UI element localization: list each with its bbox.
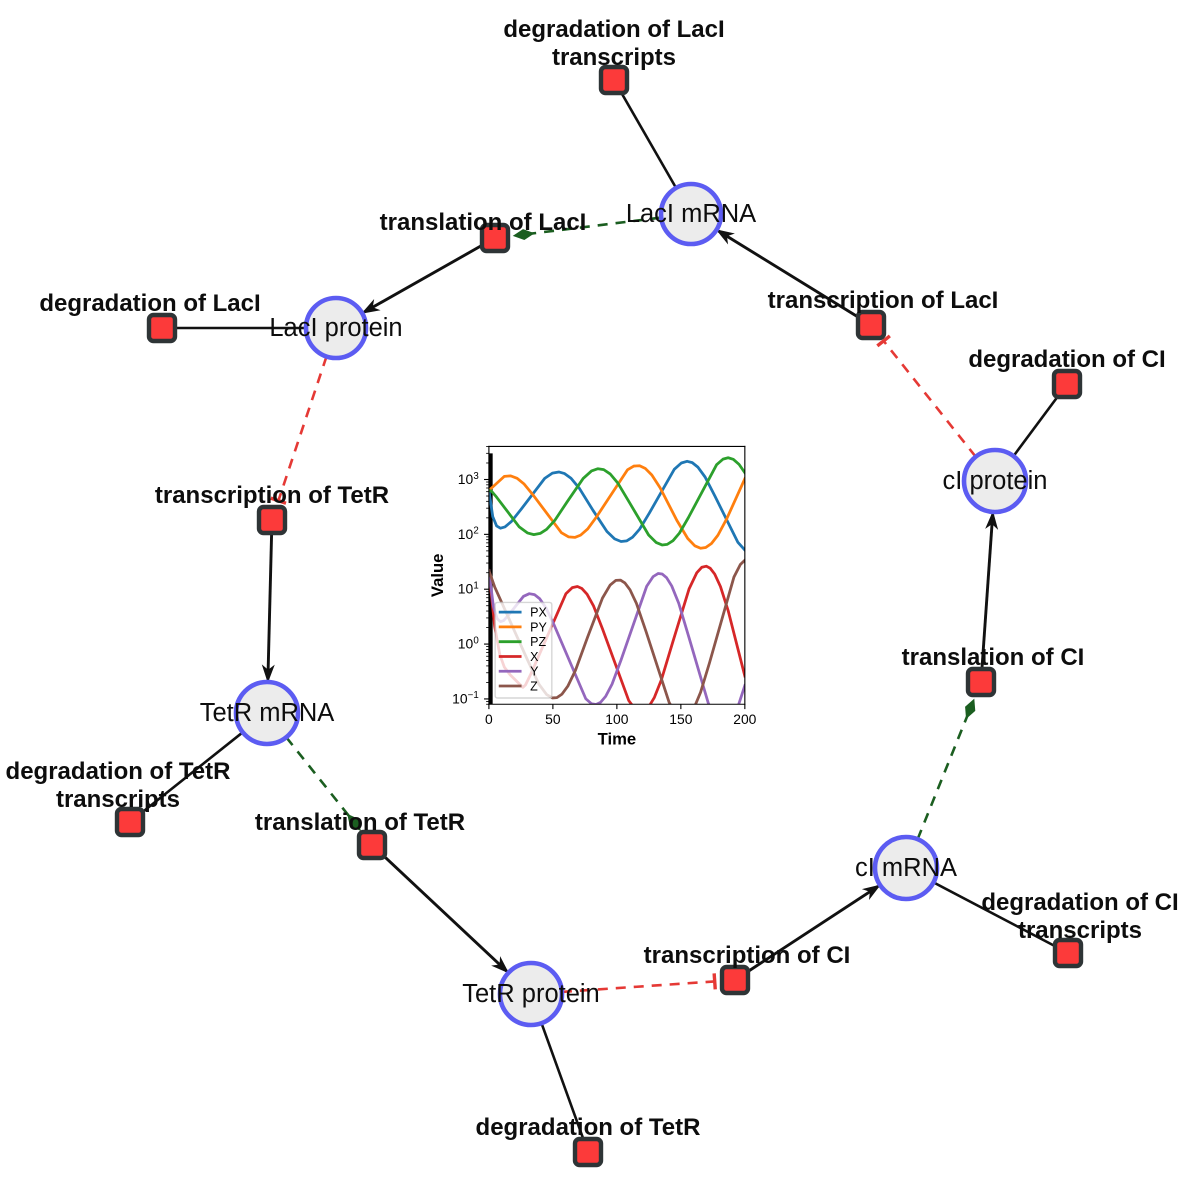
svg-text:PZ: PZ xyxy=(530,635,546,649)
svg-text:PY: PY xyxy=(530,620,547,634)
svg-text:Z: Z xyxy=(530,679,538,693)
svg-text:50: 50 xyxy=(545,711,561,727)
svg-text:X: X xyxy=(530,650,539,664)
svg-text:Value: Value xyxy=(428,554,447,598)
svg-text:Time: Time xyxy=(598,730,637,749)
svg-text:200: 200 xyxy=(733,711,756,727)
svg-text:PX: PX xyxy=(530,606,547,620)
svg-text:100: 100 xyxy=(605,711,628,727)
svg-text:0: 0 xyxy=(485,711,493,727)
svg-text:Y: Y xyxy=(530,665,539,679)
svg-text:150: 150 xyxy=(669,711,692,727)
